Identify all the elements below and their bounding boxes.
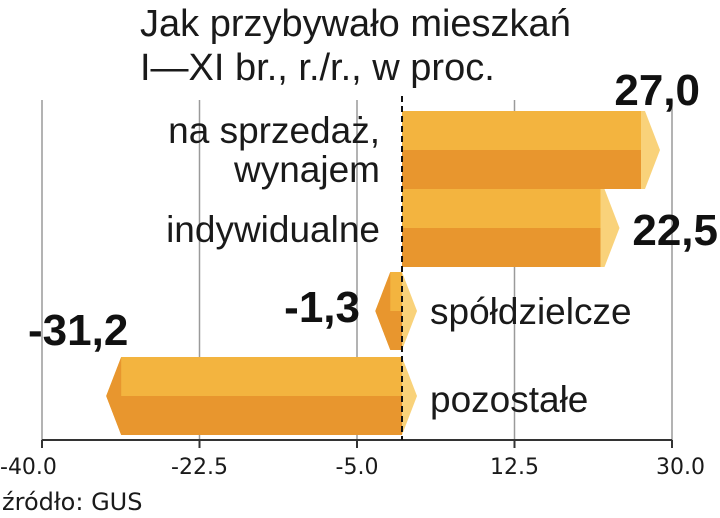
- labels: -40.0 -22.5 -5.0 12.5 30.0 na sprzedaż,wynaje…: [0, 66, 718, 480]
- x-tick-label: 12.5: [490, 455, 539, 480]
- value-label: -1,3: [284, 283, 360, 332]
- category-label: spółdzielcze: [430, 291, 632, 332]
- bar: [402, 189, 620, 267]
- category-label: indywidualne: [166, 209, 380, 250]
- category-label: wynajem: [233, 149, 380, 190]
- category-label: na sprzedaż,: [168, 110, 380, 151]
- bars: [106, 111, 660, 435]
- source-note: źródło: GUS: [2, 488, 142, 516]
- value-label: -31,2: [28, 306, 128, 355]
- chart-title: Jak przybywało mieszkań: [140, 3, 571, 45]
- value-label: 27,0: [614, 66, 700, 115]
- x-tick-label: -22.5: [171, 455, 228, 480]
- x-tick-label: 30.0: [656, 455, 705, 480]
- value-label: 22,5: [632, 206, 718, 255]
- bar: [106, 357, 417, 435]
- category-label: pozostałe: [430, 379, 588, 420]
- x-tick-label: -40.0: [0, 455, 57, 480]
- chart-subtitle: I—XI br., r./r., w proc.: [140, 47, 495, 89]
- bar: [402, 111, 660, 189]
- x-tick-label: -5.0: [336, 455, 379, 480]
- bar: [375, 272, 417, 350]
